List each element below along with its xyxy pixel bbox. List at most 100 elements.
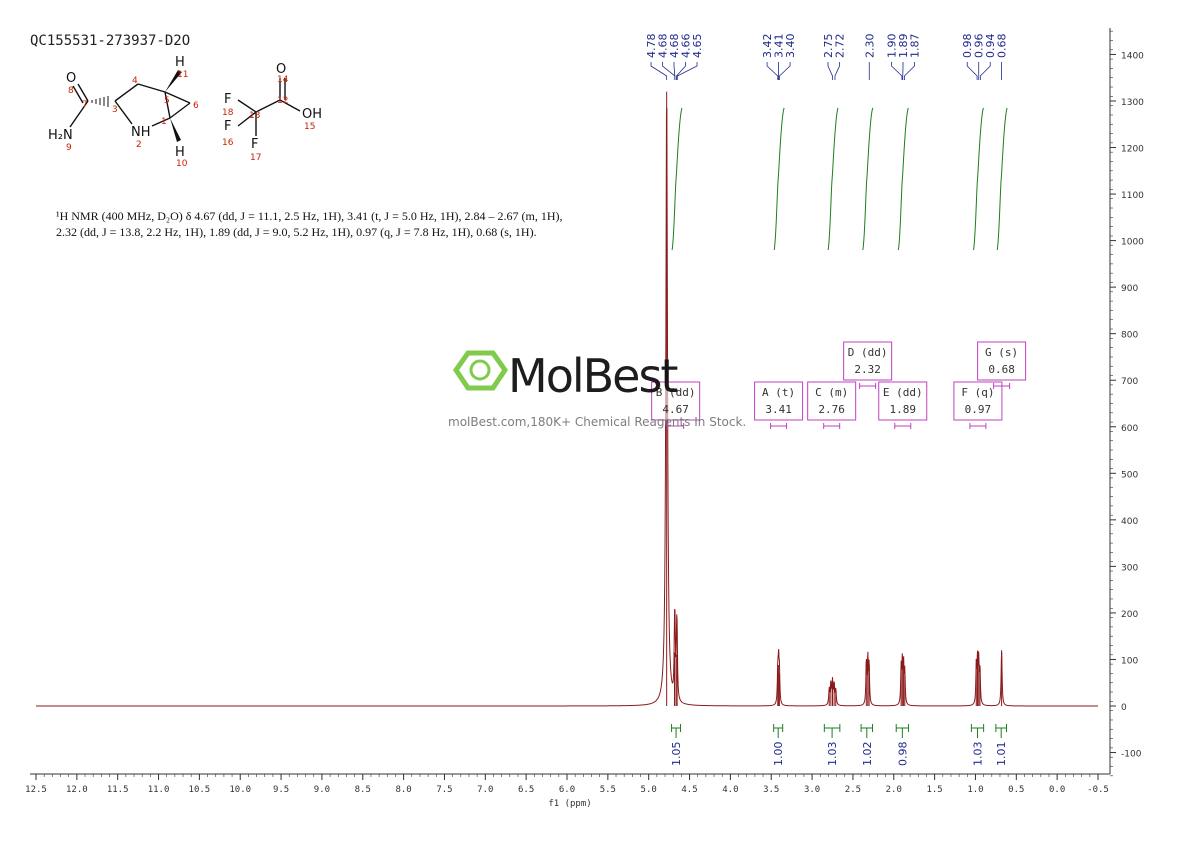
y-tick-label: 800 [1121,331,1138,341]
y-tick-label: 400 [1121,517,1138,527]
atom-o-amide: O [66,71,76,86]
multiplet-shift: 2.32 [854,363,881,376]
atom-num-6: 6 [193,101,199,111]
x-tick-label: 11.0 [148,785,170,795]
atom-num-15: 15 [304,122,315,132]
atom-f-17: F [251,137,258,152]
x-tick-label: 0.5 [1008,785,1024,795]
atom-nh: NH [131,125,151,140]
peak-label-connector [967,62,977,80]
peak-label-connector [892,62,902,80]
x-tick-label: 5.0 [641,785,657,795]
x-tick-label: 9.0 [314,785,330,795]
y-tick-label: 1400 [1121,51,1144,61]
y-tick-label: 200 [1121,610,1138,620]
watermark-logo-icon [456,353,505,388]
x-tick-label: -0.5 [1087,785,1109,795]
x-tick-label: 1.5 [926,785,942,795]
atom-num-4: 4 [132,76,138,86]
atom-num-5: 5 [164,96,170,106]
multiplet-shift: 1.89 [890,403,917,416]
atom-num-1: 1 [161,117,167,127]
multiplet-label: A (t) [762,386,795,399]
peak-label-connector [828,62,833,80]
watermark: MolBest molBest.com,180K+ Chemical Reage… [448,349,746,429]
integral-curve [863,108,873,250]
peak-label: 4.65 [691,34,704,59]
spectrum-line [36,108,1098,706]
integral-curve [997,108,1007,250]
x-tick-label: 9.5 [273,785,289,795]
x-tick-label: 11.5 [107,785,129,795]
atom-num-9: 9 [66,143,72,153]
x-axis-label: f1 (ppm) [548,799,591,809]
nmr-description-line-1: ¹H NMR (400 MHz, D₂O) δ 4.67 (dd, J = 11… [56,209,562,223]
x-tick-label: 1.0 [967,785,983,795]
atom-num-7: 7 [82,100,88,110]
integral-value: 1.01 [995,742,1008,767]
multiplet-label: D (dd) [848,346,888,359]
integral-curve [774,108,784,250]
multiplet-shift: 3.41 [765,403,792,416]
integral-curve [974,108,984,250]
multiplet-shift: 2.76 [818,403,845,416]
peak-label-connector [980,62,990,80]
multiplet-shift: 0.97 [965,403,992,416]
atom-num-14: 14 [277,75,289,85]
y-tick-label: 100 [1121,656,1138,666]
integral-value: 1.00 [772,742,785,767]
x-tick-label: 8.0 [395,785,411,795]
x-tick-label: 7.0 [477,785,493,795]
x-tick-label: 3.5 [763,785,779,795]
peak-label-connector [651,62,667,80]
x-tick-label: 12.5 [25,785,47,795]
x-tick-label: 5.5 [600,785,616,795]
peak-label: 2.30 [863,34,876,59]
peak-label: 2.72 [833,34,846,59]
y-axis: -100010020030040050060070080090010001100… [1110,31,1144,776]
peak-label: 0.68 [996,34,1009,59]
peak-label: 1.87 [909,34,922,59]
peak-label-connector [663,62,675,80]
x-tick-label: 3.0 [804,785,820,795]
y-tick-label: 0 [1121,703,1127,713]
multiplet-label: E (dd) [883,386,923,399]
multiplet-shift: 0.68 [988,363,1015,376]
x-tick-label: 6.0 [559,785,575,795]
integral-value: 1.03 [972,742,985,767]
y-tick-label: 600 [1121,424,1138,434]
y-tick-label: 1100 [1121,191,1144,201]
y-tick-label: 900 [1121,284,1138,294]
x-tick-label: 6.5 [518,785,534,795]
integral-curve [898,108,908,250]
atom-oh: OH [302,107,322,122]
atom-num-16: 16 [222,138,234,148]
peak-label-connector [767,62,778,80]
x-tick-label: 12.0 [66,785,88,795]
atom-num-11: 11 [177,70,188,80]
x-tick-label: 4.5 [681,785,697,795]
integral-curve [828,108,838,250]
atom-num-8: 8 [68,86,74,96]
atom-num-18: 18 [222,108,234,118]
sample-id: QC155531-273937-D2O [30,33,190,49]
atom-num-17: 17 [250,153,261,163]
atom-num-13: 13 [249,111,260,121]
multiplet-label: G (s) [985,346,1018,359]
atom-num-2: 2 [136,140,142,150]
peak-label-connector [674,62,675,80]
watermark-tagline: molBest.com,180K+ Chemical Reagents In S… [448,415,746,429]
atom-h-top: H [175,55,185,70]
x-tick-label: 4.0 [722,785,738,795]
y-tick-label: 300 [1121,563,1138,573]
y-tick-label: 1300 [1121,98,1144,108]
x-tick-label: 7.5 [436,785,452,795]
chemical-structure: O 8 7 3 4 5 6 1 NH 2 H₂N 9 H 11 H 10 F 1… [48,55,322,169]
integral-value: 1.05 [670,742,683,767]
x-tick-label: 8.5 [355,785,371,795]
y-tick-label: -100 [1121,750,1142,760]
